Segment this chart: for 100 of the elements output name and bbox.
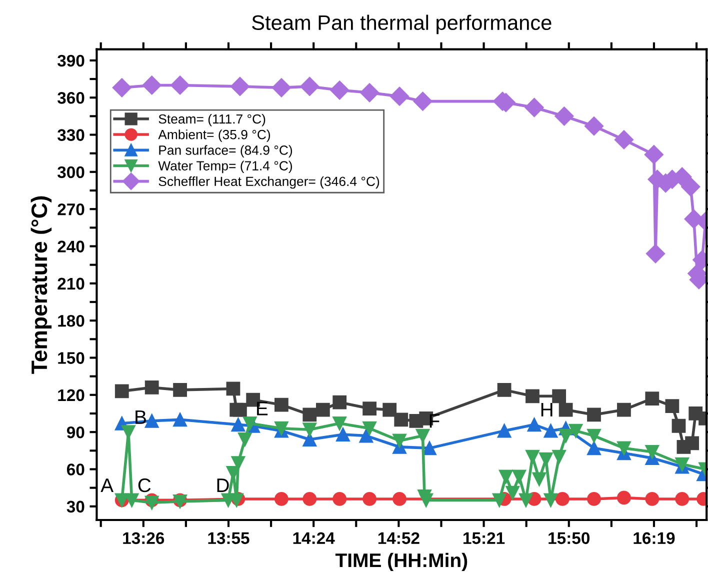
point <box>302 492 317 506</box>
x-axis-title: TIME (HH:Min) <box>335 552 468 572</box>
point <box>330 80 350 100</box>
legend-label: Scheffler Heat Exchanger= (346.4 °C) <box>158 176 380 189</box>
point <box>144 414 159 428</box>
point <box>645 444 660 459</box>
x-tick-label: 14:52 <box>378 532 420 544</box>
point <box>587 441 601 456</box>
point <box>552 450 566 464</box>
y-tick-label: 270 <box>58 203 84 216</box>
annotation: C <box>138 478 151 492</box>
point <box>556 492 570 506</box>
y-axis-title: Temperature (°C) <box>30 196 52 374</box>
legend-label: Water Temp= (71.4 °C) <box>158 160 292 174</box>
annotation: E <box>257 402 268 416</box>
point <box>332 416 347 430</box>
legend-label: Pan surface= (84.9 °C) <box>159 145 292 158</box>
point <box>646 244 666 264</box>
point <box>302 422 317 437</box>
point <box>527 418 542 432</box>
point <box>614 130 634 150</box>
x-tick-label: 16:19 <box>634 532 675 544</box>
point <box>506 486 520 500</box>
point <box>362 402 377 416</box>
point <box>552 389 566 404</box>
point <box>274 398 288 412</box>
point <box>233 402 247 417</box>
point <box>302 432 317 446</box>
point <box>526 389 540 404</box>
point <box>539 452 553 466</box>
point <box>170 76 190 95</box>
point <box>392 434 406 448</box>
point <box>124 493 139 508</box>
point <box>173 412 187 427</box>
annotation: D <box>217 478 229 492</box>
point <box>332 395 347 410</box>
point <box>645 392 660 406</box>
point <box>497 424 512 438</box>
y-tick-label: 210 <box>58 278 84 290</box>
point <box>587 428 601 443</box>
point <box>231 418 246 432</box>
point <box>300 76 320 96</box>
point <box>419 493 434 508</box>
point <box>362 492 377 506</box>
point <box>392 492 406 506</box>
point <box>382 402 397 417</box>
point <box>497 383 512 397</box>
point <box>645 492 660 506</box>
point <box>681 177 700 196</box>
point <box>675 457 690 472</box>
y-tick-label: 300 <box>57 166 84 178</box>
point <box>558 428 573 443</box>
x-tick-label: 14:24 <box>293 532 335 544</box>
point <box>422 441 436 456</box>
point <box>413 92 432 111</box>
y-tick-label: 30 <box>66 500 84 513</box>
point <box>532 472 546 486</box>
y-tick-label: 150 <box>58 352 84 364</box>
point <box>226 382 240 396</box>
point <box>114 384 129 398</box>
y-tick-label: 120 <box>58 389 84 402</box>
point <box>584 116 604 136</box>
point <box>359 428 374 443</box>
point <box>617 490 631 505</box>
point <box>617 441 631 456</box>
point <box>272 78 291 98</box>
point <box>144 380 159 394</box>
point <box>394 412 408 427</box>
point <box>512 470 526 484</box>
point <box>544 424 558 438</box>
point <box>617 402 631 417</box>
point <box>416 428 430 443</box>
point <box>362 421 377 436</box>
point <box>644 145 664 164</box>
point <box>568 424 583 438</box>
chart-title: Steam Pan thermal performance <box>252 14 552 34</box>
point <box>302 408 317 422</box>
x-tick-label: 13:26 <box>123 532 164 544</box>
point <box>524 98 544 118</box>
point <box>142 76 162 95</box>
x-tick-label: 15:50 <box>548 532 590 544</box>
point <box>274 492 288 506</box>
point <box>518 493 533 508</box>
legend-label: Steam= (111.7 °C) <box>158 114 266 126</box>
point <box>316 402 330 417</box>
y-tick-label: 90 <box>66 426 84 438</box>
y-tick-label: 60 <box>66 464 84 476</box>
point <box>498 470 513 484</box>
point <box>492 493 506 508</box>
point <box>587 408 601 422</box>
y-tick-label: 360 <box>57 92 84 104</box>
point <box>672 418 686 433</box>
y-tick-label: 180 <box>58 314 84 327</box>
point <box>544 493 558 508</box>
point <box>665 399 680 413</box>
point <box>112 78 132 98</box>
point <box>526 450 540 464</box>
y-tick-label: 330 <box>57 129 84 141</box>
x-tick-label: 15:21 <box>464 532 505 544</box>
point <box>144 496 159 510</box>
